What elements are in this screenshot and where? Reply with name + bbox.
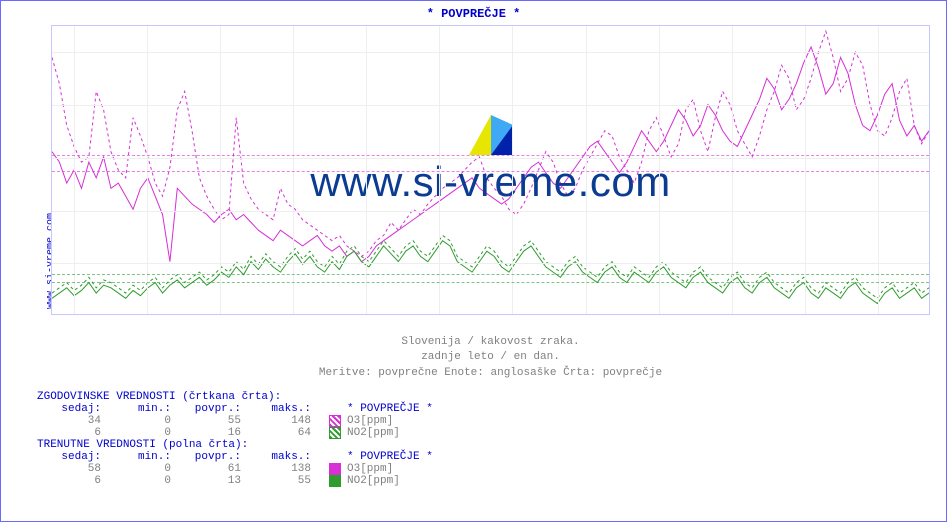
legend-series-label: O3[ppm]	[347, 463, 393, 475]
legend-row: 34055148 O3[ppm]	[37, 415, 940, 427]
legend-series-label: O3[ppm]	[347, 415, 393, 427]
legend-row: 58061138 O3[ppm]	[37, 463, 940, 475]
col-min: min.:	[107, 451, 177, 463]
legend-value: 55	[247, 475, 317, 487]
legend-swatch	[329, 427, 341, 439]
legend-value: 61	[177, 463, 247, 475]
legend-value: 148	[247, 415, 317, 427]
legend-series-label: NO2[ppm]	[347, 475, 400, 487]
legend-header-row: sedaj: min.: povpr.: maks.: * POVPREČJE …	[37, 403, 940, 415]
chart-container: * POVPREČJE * www.si-vreme.com www.si-vr…	[0, 0, 947, 522]
col-sedaj: sedaj:	[37, 451, 107, 463]
col-min: min.:	[107, 403, 177, 415]
col-povpr: povpr.:	[177, 451, 247, 463]
col-avg: * POVPREČJE *	[341, 403, 439, 415]
legend-value: 58	[37, 463, 107, 475]
plot-area: www.si-vreme.com 20406080100avg '23sep '…	[51, 25, 930, 315]
col-povpr: povpr.:	[177, 403, 247, 415]
legend-value: 13	[177, 475, 247, 487]
legend-value: 0	[107, 463, 177, 475]
reference-line	[52, 274, 929, 275]
col-avg: * POVPREČJE *	[341, 451, 439, 463]
legend-swatch	[329, 475, 341, 487]
subtitle-line: Meritve: povprečne Enote: anglosaške Črt…	[51, 366, 930, 381]
legend-value: 34	[37, 415, 107, 427]
chart-subtitle: Slovenija / kakovost zraka. zadnje leto …	[51, 335, 930, 381]
subtitle-line: zadnje leto / en dan.	[51, 350, 930, 365]
legend-value: 55	[177, 415, 247, 427]
legend-row: 601664 NO2[ppm]	[37, 427, 940, 439]
series-svg	[52, 26, 929, 314]
chart-wrap: www.si-vreme.com 20406080100avg '23sep '…	[51, 25, 930, 381]
reference-line	[52, 171, 929, 172]
subtitle-line: Slovenija / kakovost zraka.	[51, 335, 930, 350]
legend-value: 0	[107, 427, 177, 439]
legend-value: 138	[247, 463, 317, 475]
legend-value: 6	[37, 475, 107, 487]
legend-swatch	[329, 463, 341, 475]
col-maks: maks.:	[247, 451, 317, 463]
legend-value: 16	[177, 427, 247, 439]
legend-swatch	[329, 415, 341, 427]
legend: ZGODOVINSKE VREDNOSTI (črtkana črta): se…	[37, 391, 940, 487]
legend-value: 0	[107, 415, 177, 427]
legend-historical-rows: 34055148 O3[ppm] 601664 NO2[ppm]	[37, 415, 940, 439]
legend-current-title: TRENUTNE VREDNOSTI (polna črta):	[37, 439, 940, 451]
legend-current-rows: 58061138 O3[ppm] 601355 NO2[ppm]	[37, 463, 940, 487]
legend-value: 6	[37, 427, 107, 439]
legend-series-label: NO2[ppm]	[347, 427, 400, 439]
col-maks: maks.:	[247, 403, 317, 415]
legend-historical-title: ZGODOVINSKE VREDNOSTI (črtkana črta):	[37, 391, 940, 403]
legend-row: 601355 NO2[ppm]	[37, 475, 940, 487]
reference-line	[52, 155, 929, 156]
legend-header-row: sedaj: min.: povpr.: maks.: * POVPREČJE …	[37, 451, 940, 463]
chart-title: * POVPREČJE *	[7, 7, 940, 21]
legend-value: 64	[247, 427, 317, 439]
reference-line	[52, 282, 929, 283]
col-sedaj: sedaj:	[37, 403, 107, 415]
legend-value: 0	[107, 475, 177, 487]
